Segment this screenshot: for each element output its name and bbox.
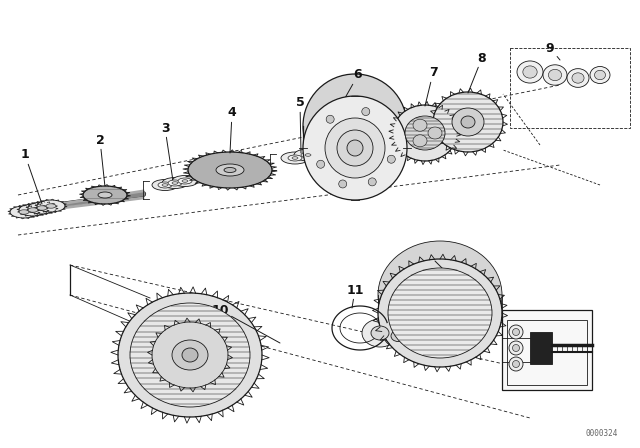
Ellipse shape xyxy=(303,74,407,178)
Ellipse shape xyxy=(509,357,523,371)
Ellipse shape xyxy=(337,130,373,166)
Ellipse shape xyxy=(28,202,56,214)
Ellipse shape xyxy=(305,154,311,156)
Ellipse shape xyxy=(168,180,182,186)
Ellipse shape xyxy=(391,331,405,341)
Ellipse shape xyxy=(523,66,537,78)
Ellipse shape xyxy=(371,326,389,340)
Ellipse shape xyxy=(188,152,272,188)
Ellipse shape xyxy=(461,116,475,128)
Ellipse shape xyxy=(513,328,520,336)
Text: 11: 11 xyxy=(346,284,364,308)
Ellipse shape xyxy=(301,152,315,158)
Ellipse shape xyxy=(428,127,442,139)
Ellipse shape xyxy=(413,135,427,147)
Ellipse shape xyxy=(347,140,363,156)
Ellipse shape xyxy=(543,65,567,85)
Ellipse shape xyxy=(368,178,376,186)
Ellipse shape xyxy=(509,325,523,339)
Text: 10: 10 xyxy=(211,303,280,343)
Ellipse shape xyxy=(567,69,589,87)
Text: 2: 2 xyxy=(95,134,105,187)
Ellipse shape xyxy=(162,177,188,189)
Text: 0000324: 0000324 xyxy=(586,429,618,438)
Text: 5: 5 xyxy=(296,96,305,153)
Ellipse shape xyxy=(288,155,302,161)
Ellipse shape xyxy=(37,200,65,212)
Ellipse shape xyxy=(19,204,47,216)
Ellipse shape xyxy=(292,157,298,159)
Bar xyxy=(530,332,552,364)
Text: 8: 8 xyxy=(468,52,486,93)
Ellipse shape xyxy=(595,70,605,80)
Ellipse shape xyxy=(182,180,188,182)
Ellipse shape xyxy=(378,259,502,367)
Ellipse shape xyxy=(413,119,427,131)
Ellipse shape xyxy=(172,182,178,184)
Ellipse shape xyxy=(433,92,503,152)
Ellipse shape xyxy=(452,108,484,136)
Ellipse shape xyxy=(10,206,38,218)
Bar xyxy=(502,310,592,390)
Ellipse shape xyxy=(405,116,445,150)
Ellipse shape xyxy=(572,73,584,83)
Ellipse shape xyxy=(172,176,198,186)
Ellipse shape xyxy=(162,184,168,186)
Ellipse shape xyxy=(362,319,398,347)
Ellipse shape xyxy=(152,180,178,190)
Ellipse shape xyxy=(224,168,236,172)
Ellipse shape xyxy=(509,341,523,355)
Ellipse shape xyxy=(182,348,198,362)
Text: 6: 6 xyxy=(345,69,362,98)
Text: 1: 1 xyxy=(20,148,42,204)
Ellipse shape xyxy=(158,182,172,188)
Ellipse shape xyxy=(325,118,385,178)
Text: 4: 4 xyxy=(228,107,236,153)
Ellipse shape xyxy=(590,66,610,83)
Text: 7: 7 xyxy=(425,66,437,106)
Ellipse shape xyxy=(513,345,520,352)
Bar xyxy=(507,320,587,385)
Ellipse shape xyxy=(393,105,457,161)
Ellipse shape xyxy=(326,115,334,123)
Text: 9: 9 xyxy=(546,42,560,60)
Ellipse shape xyxy=(216,164,244,176)
Text: 3: 3 xyxy=(161,121,173,181)
Ellipse shape xyxy=(303,96,407,200)
Ellipse shape xyxy=(98,192,112,198)
Ellipse shape xyxy=(130,303,250,407)
Ellipse shape xyxy=(46,204,56,208)
Ellipse shape xyxy=(548,69,562,81)
Ellipse shape xyxy=(281,152,309,164)
Ellipse shape xyxy=(384,325,412,347)
Text: 12: 12 xyxy=(435,261,461,284)
Ellipse shape xyxy=(37,206,47,210)
Ellipse shape xyxy=(517,61,543,83)
Ellipse shape xyxy=(513,361,520,367)
Ellipse shape xyxy=(339,180,347,188)
Ellipse shape xyxy=(83,186,127,204)
Ellipse shape xyxy=(362,108,370,116)
Ellipse shape xyxy=(387,155,396,163)
Ellipse shape xyxy=(28,208,38,212)
Ellipse shape xyxy=(294,149,322,161)
Bar xyxy=(510,48,630,128)
Ellipse shape xyxy=(118,293,262,417)
Ellipse shape xyxy=(317,160,324,168)
Ellipse shape xyxy=(388,268,492,358)
Ellipse shape xyxy=(378,241,502,349)
Ellipse shape xyxy=(152,322,228,388)
Ellipse shape xyxy=(19,210,29,214)
Ellipse shape xyxy=(178,178,192,184)
Ellipse shape xyxy=(172,340,208,370)
